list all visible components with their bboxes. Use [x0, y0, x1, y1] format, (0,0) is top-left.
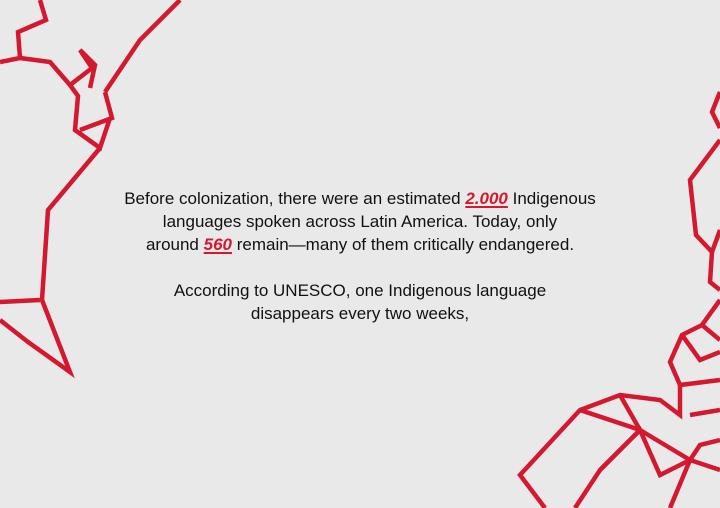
- paragraph-1-line-3-pre: around: [145, 235, 204, 254]
- paragraph-unesco: According to UNESCO, one Indigenous lang…: [60, 279, 660, 325]
- right-map-outline: [517, 91, 720, 508]
- paragraph-2-line-2: disappears every two weeks,: [250, 304, 470, 323]
- paragraph-1-line-2: languages spoken across Latin America. T…: [162, 212, 558, 231]
- paragraph-1-line-1-pre: Before colonization, there were an estim…: [124, 189, 466, 208]
- left-map-outline: [0, 0, 182, 379]
- highlight-560: 560: [203, 235, 232, 254]
- paragraph-colonization: Before colonization, there were an estim…: [60, 187, 660, 256]
- paragraph-1-line-1-post: Indigenous: [507, 189, 596, 208]
- body-text: Before colonization, there were an estim…: [60, 187, 660, 348]
- highlight-2000: 2.000: [465, 189, 508, 208]
- paragraph-1-line-3-post: remain—many of them critically endangere…: [232, 235, 575, 254]
- paragraph-2-line-1: According to UNESCO, one Indigenous lang…: [173, 281, 547, 300]
